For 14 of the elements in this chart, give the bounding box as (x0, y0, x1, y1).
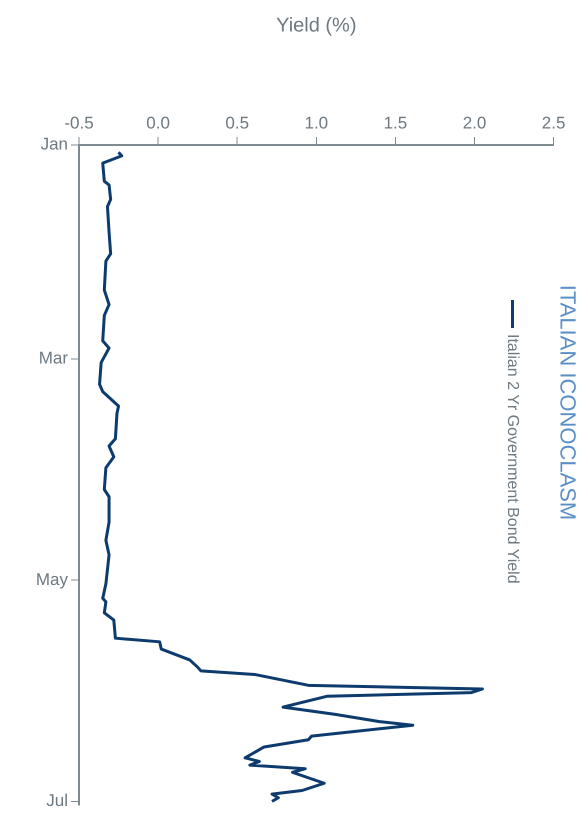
x-tick-label: -0.5 (64, 113, 94, 132)
y-tick-label: May (36, 570, 68, 589)
x-axis-title: Yield (%) (276, 14, 356, 37)
x-tick-label: 2.0 (462, 113, 486, 132)
y-tick-label: Jul (46, 791, 68, 810)
x-tick-label: 1.5 (384, 113, 408, 132)
x-tick-label: 2.5 (542, 113, 566, 132)
legend-label: Italian 2 Yr Government Bond Yield (503, 334, 521, 584)
x-tick-label: 1.0 (304, 113, 328, 132)
text: ITALIAN ICONOCLASM (556, 284, 581, 520)
y-tick-label: Jan (40, 134, 68, 154)
x-tick-label: 0.5 (225, 113, 250, 132)
y-tick-label: Mar (38, 348, 68, 368)
x-tick-label: 0.0 (146, 113, 170, 132)
